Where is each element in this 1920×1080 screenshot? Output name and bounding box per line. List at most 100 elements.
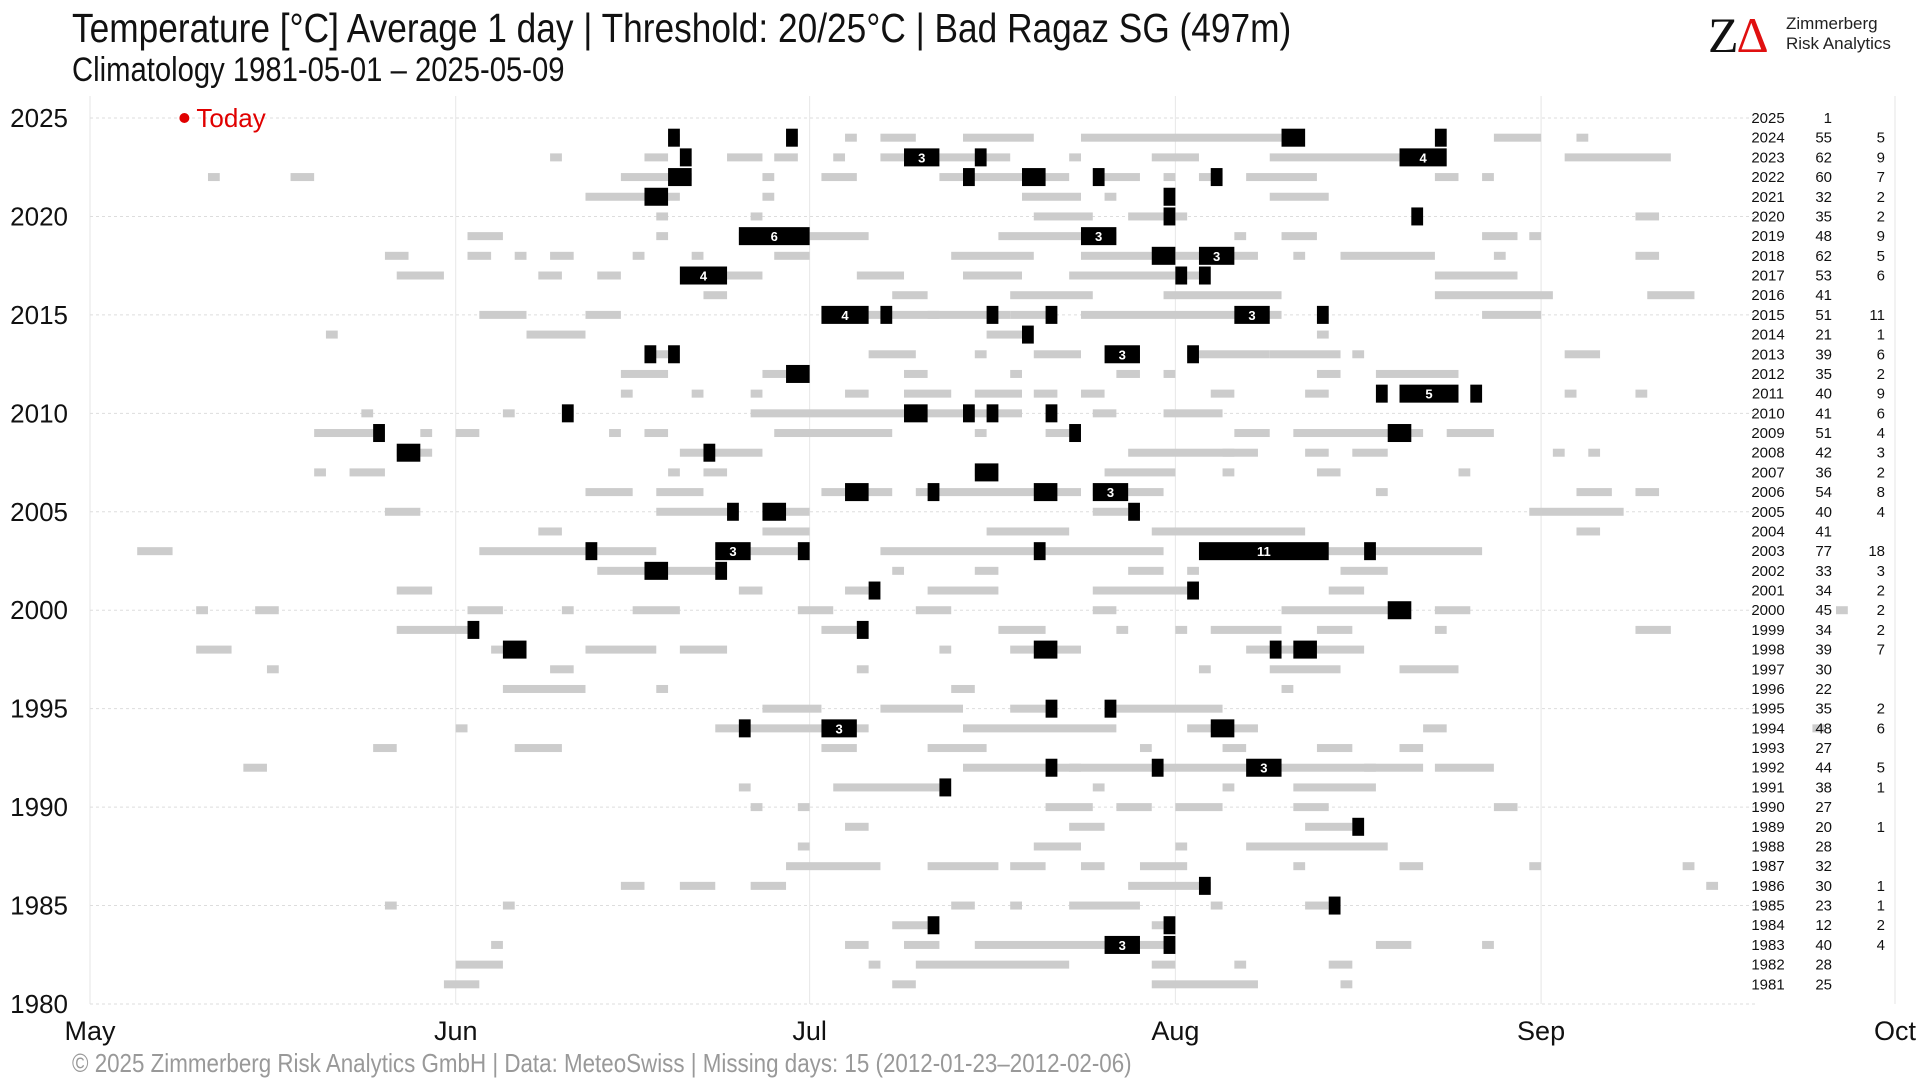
low-threshold-bar [750, 389, 763, 398]
low-threshold-bar [974, 389, 1022, 398]
side-count-20: 44 [1815, 760, 1832, 777]
side-year-label: 1982 [1751, 957, 1784, 974]
low-threshold-bar [1446, 429, 1494, 438]
low-threshold-bar [1352, 448, 1388, 457]
side-count-20: 32 [1815, 858, 1832, 875]
low-threshold-bar [443, 980, 480, 989]
low-threshold-bar [1163, 291, 1282, 300]
side-count-20: 62 [1815, 248, 1832, 265]
side-year-label: 2013 [1751, 346, 1784, 363]
high-threshold-bar-label: 3 [1119, 347, 1126, 362]
side-year-label: 2021 [1751, 189, 1784, 206]
low-threshold-bar [1552, 448, 1565, 457]
side-count-20: 60 [1815, 169, 1832, 186]
low-threshold-bar [1588, 448, 1601, 457]
side-count-25: 2 [1877, 583, 1885, 600]
low-threshold-bar [1281, 232, 1317, 241]
low-threshold-bar [1564, 389, 1577, 398]
side-year-label: 1995 [1751, 701, 1784, 718]
low-threshold-bar [1482, 940, 1494, 949]
low-threshold-bar [1210, 389, 1235, 398]
low-threshold-bar [1375, 940, 1412, 949]
high-threshold-bar [1151, 246, 1176, 265]
high-threshold-bar [738, 719, 751, 738]
low-threshold-bar [963, 724, 1117, 733]
low-threshold-bar [963, 133, 1034, 142]
side-count-25: 7 [1877, 169, 1885, 186]
side-count-20: 27 [1815, 740, 1832, 757]
low-threshold-bar [1210, 901, 1223, 910]
low-threshold-bar [738, 783, 751, 792]
low-threshold-bar [1434, 291, 1518, 300]
low-threshold-bar [620, 369, 669, 378]
side-count-20: 20 [1815, 819, 1832, 836]
high-threshold-bar [715, 542, 751, 561]
low-threshold-bar [1246, 173, 1317, 182]
low-threshold-bar [1080, 389, 1105, 398]
low-threshold-bar [1116, 803, 1152, 812]
low-threshold-bar [1493, 133, 1542, 142]
low-threshold-bar [939, 173, 1070, 182]
low-threshold-bar [1234, 232, 1247, 241]
low-threshold-bar [750, 881, 787, 890]
side-year-label: 1997 [1751, 661, 1784, 678]
side-count-20: 54 [1815, 484, 1832, 501]
low-threshold-bar [1128, 448, 1235, 457]
low-threshold-bar [679, 645, 728, 654]
side-count-20: 35 [1815, 366, 1832, 383]
high-threshold-bar [927, 916, 940, 935]
low-threshold-bar [314, 429, 385, 438]
side-count-20: 33 [1815, 563, 1832, 580]
side-year-label: 2015 [1751, 307, 1784, 324]
low-threshold-bar [821, 744, 857, 753]
side-count-20: 41 [1815, 523, 1832, 540]
low-threshold-bar [1269, 350, 1341, 359]
low-threshold-bar [632, 251, 645, 260]
low-threshold-bar [1316, 625, 1353, 634]
side-count-25: 11 [1869, 307, 1885, 324]
x-tick-label: Oct [1874, 1016, 1917, 1046]
side-count-20: 48 [1815, 720, 1832, 737]
high-threshold-bar [1033, 640, 1058, 659]
high-threshold-bar [644, 561, 669, 580]
side-count-25: 9 [1877, 386, 1885, 403]
side-year-label: 2002 [1751, 563, 1784, 580]
side-count-25: 2 [1877, 189, 1885, 206]
low-threshold-bar [1116, 625, 1129, 634]
low-threshold-bar [1246, 842, 1388, 851]
low-threshold-bar [196, 645, 232, 654]
low-threshold-bar [561, 606, 574, 615]
low-threshold-bar [1033, 350, 1081, 359]
low-threshold-bar [1234, 429, 1270, 438]
low-threshold-bar [845, 389, 869, 398]
side-count-25: 7 [1877, 642, 1885, 659]
side-year-label: 1994 [1751, 720, 1784, 737]
side-year-label: 2011 [1752, 386, 1784, 403]
low-threshold-bar [1010, 291, 1093, 300]
low-threshold-bar [1128, 212, 1188, 221]
low-threshold-bar [986, 527, 1070, 536]
side-year-label: 1986 [1751, 878, 1784, 895]
side-count-25: 4 [1877, 504, 1885, 521]
low-threshold-bar [833, 783, 940, 792]
side-count-20: 36 [1815, 464, 1832, 481]
low-threshold-bar [845, 822, 869, 831]
side-count-25: 2 [1877, 366, 1885, 383]
low-threshold-bar [774, 251, 810, 260]
high-threshold-bar [585, 542, 598, 561]
low-threshold-bar [998, 232, 1117, 241]
low-threshold-bar [880, 133, 916, 142]
high-threshold-bar [880, 305, 893, 324]
low-threshold-bar [514, 744, 562, 753]
low-threshold-bar [1316, 744, 1353, 753]
high-threshold-bar [727, 502, 739, 521]
side-count-20: 41 [1815, 287, 1832, 304]
low-threshold-bar [656, 488, 704, 497]
low-threshold-bar [1175, 842, 1188, 851]
side-count-25: 6 [1877, 405, 1885, 422]
high-threshold-bar [904, 148, 940, 167]
low-threshold-bar [1293, 783, 1376, 792]
side-year-label: 2014 [1751, 327, 1784, 344]
low-threshold-bar [1080, 310, 1282, 319]
